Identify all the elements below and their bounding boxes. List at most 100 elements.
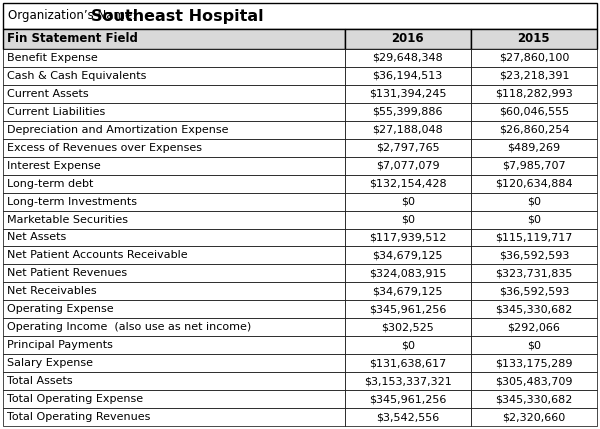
Bar (471, 29, 597, 49)
Text: $0: $0 (527, 340, 541, 350)
Text: $34,679,125: $34,679,125 (373, 251, 443, 260)
Text: Long-term debt: Long-term debt (7, 178, 94, 189)
Text: $3,542,556: $3,542,556 (376, 412, 439, 422)
Bar (344, 29, 471, 49)
Bar (344, 247, 471, 264)
Bar (471, 211, 597, 229)
Text: 2016: 2016 (391, 33, 424, 45)
Text: $3,153,337,321: $3,153,337,321 (364, 376, 452, 386)
Text: $7,077,079: $7,077,079 (376, 161, 439, 171)
Bar (3, 336, 344, 354)
Text: Net Patient Accounts Receivable: Net Patient Accounts Receivable (7, 251, 188, 260)
Text: Cash & Cash Equivalents: Cash & Cash Equivalents (7, 71, 146, 81)
Text: $36,194,513: $36,194,513 (373, 71, 443, 81)
Text: $292,066: $292,066 (508, 322, 560, 332)
Bar (3, 49, 344, 67)
Bar (344, 193, 471, 211)
Text: Salary Expense: Salary Expense (7, 358, 93, 368)
Text: $29,648,348: $29,648,348 (372, 53, 443, 63)
Bar (344, 121, 471, 139)
Text: Net Receivables: Net Receivables (7, 286, 97, 296)
Bar (471, 408, 597, 426)
Bar (344, 211, 471, 229)
Text: $345,961,256: $345,961,256 (369, 394, 446, 404)
Text: $133,175,289: $133,175,289 (495, 358, 572, 368)
Bar (3, 121, 344, 139)
Text: Fin Statement Field: Fin Statement Field (7, 33, 138, 45)
Text: Excess of Revenues over Expenses: Excess of Revenues over Expenses (7, 143, 202, 153)
Bar (3, 372, 344, 390)
Bar (3, 390, 344, 408)
Bar (344, 229, 471, 247)
Bar (471, 175, 597, 193)
Text: Long-term Investments: Long-term Investments (7, 196, 137, 207)
Text: $0: $0 (401, 196, 415, 207)
Text: $323,731,835: $323,731,835 (495, 269, 572, 278)
Text: $345,330,682: $345,330,682 (495, 304, 572, 314)
Text: Total Operating Revenues: Total Operating Revenues (7, 412, 151, 422)
Text: $115,119,717: $115,119,717 (495, 233, 572, 242)
Text: Depreciation and Amortization Expense: Depreciation and Amortization Expense (7, 125, 229, 135)
Text: Operating Income  (also use as net income): Operating Income (also use as net income… (7, 322, 251, 332)
Text: Total Operating Expense: Total Operating Expense (7, 394, 143, 404)
Text: $132,154,428: $132,154,428 (369, 178, 446, 189)
Text: $0: $0 (401, 340, 415, 350)
Text: $2,797,765: $2,797,765 (376, 143, 439, 153)
Bar (344, 67, 471, 85)
Text: Operating Expense: Operating Expense (7, 304, 113, 314)
Text: $23,218,391: $23,218,391 (499, 71, 569, 81)
Text: $26,860,254: $26,860,254 (499, 125, 569, 135)
Text: $302,525: $302,525 (381, 322, 434, 332)
Text: $2,320,660: $2,320,660 (502, 412, 566, 422)
Bar (344, 300, 471, 318)
Bar (3, 408, 344, 426)
Bar (3, 354, 344, 372)
Bar (344, 318, 471, 336)
Bar (3, 282, 344, 300)
Bar (3, 3, 597, 29)
Bar (3, 264, 344, 282)
Text: Current Liabilities: Current Liabilities (7, 107, 105, 117)
Bar (344, 264, 471, 282)
Text: $55,399,886: $55,399,886 (373, 107, 443, 117)
Bar (3, 300, 344, 318)
Bar (3, 103, 344, 121)
Bar (344, 157, 471, 175)
Bar (471, 336, 597, 354)
Text: $36,592,593: $36,592,593 (499, 286, 569, 296)
Text: $118,282,993: $118,282,993 (495, 89, 573, 99)
Bar (471, 49, 597, 67)
Text: Principal Payments: Principal Payments (7, 340, 113, 350)
Text: $345,330,682: $345,330,682 (495, 394, 572, 404)
Bar (471, 354, 597, 372)
Bar (344, 282, 471, 300)
Bar (471, 193, 597, 211)
Bar (344, 354, 471, 372)
Bar (471, 300, 597, 318)
Text: $489,269: $489,269 (508, 143, 560, 153)
Bar (344, 390, 471, 408)
Text: $305,483,709: $305,483,709 (495, 376, 572, 386)
Bar (471, 247, 597, 264)
Bar (471, 121, 597, 139)
Bar (344, 139, 471, 157)
Text: Organization’s Name:: Organization’s Name: (8, 9, 136, 22)
Text: Net Assets: Net Assets (7, 233, 66, 242)
Bar (3, 247, 344, 264)
Bar (471, 229, 597, 247)
Text: $0: $0 (527, 214, 541, 224)
Bar (471, 282, 597, 300)
Bar (471, 264, 597, 282)
Text: Marketable Securities: Marketable Securities (7, 214, 128, 224)
Bar (344, 408, 471, 426)
Text: $27,188,048: $27,188,048 (372, 125, 443, 135)
Text: $131,638,617: $131,638,617 (369, 358, 446, 368)
Text: $7,985,707: $7,985,707 (502, 161, 566, 171)
Text: Benefit Expense: Benefit Expense (7, 53, 98, 63)
Text: $131,394,245: $131,394,245 (369, 89, 446, 99)
Bar (344, 372, 471, 390)
Text: Total Assets: Total Assets (7, 376, 73, 386)
Bar (3, 211, 344, 229)
Text: $0: $0 (527, 196, 541, 207)
Bar (3, 175, 344, 193)
